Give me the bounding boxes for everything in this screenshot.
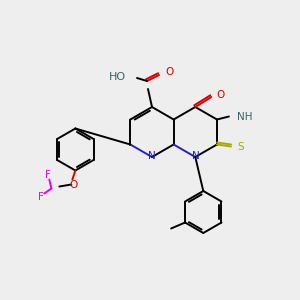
Text: S: S bbox=[237, 142, 244, 152]
Text: NH: NH bbox=[237, 112, 253, 122]
Text: O: O bbox=[165, 67, 173, 77]
Text: O: O bbox=[69, 179, 77, 190]
Text: N: N bbox=[148, 151, 156, 161]
Text: O: O bbox=[216, 90, 225, 100]
Text: HO: HO bbox=[109, 72, 126, 82]
Text: N: N bbox=[192, 151, 200, 161]
Text: F: F bbox=[45, 170, 51, 181]
Text: F: F bbox=[38, 191, 44, 202]
